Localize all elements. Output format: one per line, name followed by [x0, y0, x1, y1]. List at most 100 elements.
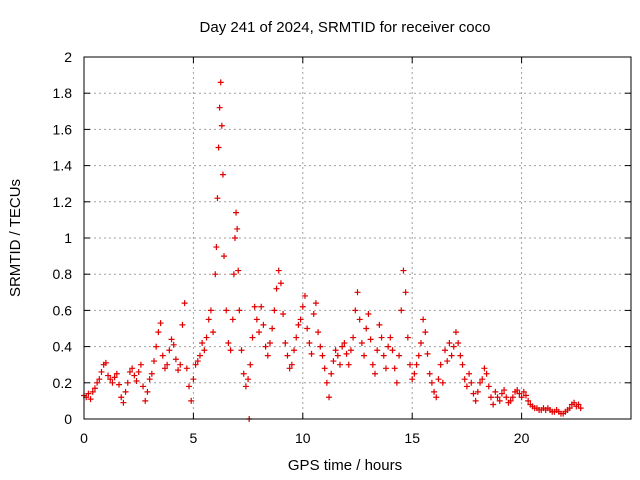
data-point — [205, 316, 212, 323]
data-point — [507, 397, 514, 404]
data-point — [522, 392, 529, 399]
data-point — [457, 352, 464, 359]
y-tick-label: 1.2 — [53, 194, 73, 210]
data-point — [271, 307, 278, 314]
data-point — [159, 352, 166, 359]
data-point — [196, 352, 203, 359]
data-point — [468, 379, 475, 386]
y-tick-label: 1 — [64, 230, 72, 246]
data-point — [277, 280, 284, 287]
data-point — [525, 397, 532, 404]
data-point — [194, 358, 201, 365]
data-point — [280, 311, 287, 318]
data-point — [229, 316, 236, 323]
data-point — [398, 307, 405, 314]
data-point — [161, 365, 168, 372]
data-point — [452, 329, 459, 336]
data-point — [409, 376, 416, 383]
data-point — [251, 303, 258, 310]
data-point — [295, 321, 302, 328]
data-point — [317, 343, 324, 350]
data-point — [175, 367, 182, 374]
data-point — [509, 394, 516, 401]
data-point — [142, 397, 149, 404]
data-point — [87, 396, 94, 403]
data-point — [107, 376, 114, 383]
axis-ticks — [83, 56, 631, 420]
x-tick-label: 0 — [80, 430, 88, 446]
data-point — [310, 311, 317, 318]
data-point — [256, 329, 263, 336]
data-point — [496, 397, 503, 404]
data-point — [304, 325, 311, 332]
data-point — [415, 352, 422, 359]
data-point — [428, 379, 435, 386]
y-tick-label: 0.4 — [53, 339, 73, 355]
data-point — [396, 352, 403, 359]
data-point — [179, 321, 186, 328]
data-point — [299, 303, 306, 310]
data-point — [501, 387, 508, 394]
data-point — [382, 365, 389, 372]
data-point — [435, 376, 442, 383]
data-point — [459, 361, 466, 368]
data-point — [323, 379, 330, 386]
data-point — [111, 374, 118, 381]
data-point — [444, 358, 451, 365]
data-point — [135, 368, 142, 375]
data-point — [234, 225, 241, 232]
data-point — [354, 289, 361, 296]
data-point — [240, 370, 247, 377]
data-point — [402, 289, 409, 296]
data-points — [81, 79, 584, 422]
data-point — [217, 79, 224, 86]
data-point — [242, 383, 249, 390]
data-point — [356, 316, 363, 323]
data-point — [301, 292, 308, 299]
data-point — [131, 372, 138, 379]
data-point — [455, 339, 462, 346]
chart-title: Day 241 of 2024, SRMTID for receiver coc… — [200, 19, 491, 36]
data-point — [378, 334, 385, 341]
data-point — [487, 394, 494, 401]
data-point — [321, 365, 328, 372]
data-point — [190, 376, 197, 383]
data-point — [413, 361, 420, 368]
data-point — [345, 361, 352, 368]
data-point — [96, 376, 103, 383]
data-point — [369, 361, 376, 368]
data-point — [216, 104, 223, 111]
data-point — [221, 253, 228, 260]
data-point — [284, 352, 291, 359]
data-point — [474, 388, 481, 395]
data-point — [332, 347, 339, 354]
data-point — [109, 379, 116, 386]
data-point — [164, 361, 171, 368]
data-point — [518, 394, 525, 401]
data-point — [249, 334, 256, 341]
x-axis-label: GPS time / hours — [288, 457, 402, 474]
data-point — [426, 370, 433, 377]
data-point — [192, 361, 199, 368]
y-tick-label: 0.8 — [53, 266, 73, 282]
data-point — [166, 347, 173, 354]
data-point — [129, 365, 136, 372]
data-point — [577, 405, 584, 412]
data-point — [336, 361, 343, 368]
data-point — [199, 339, 206, 346]
data-point — [146, 376, 153, 383]
data-point — [389, 347, 396, 354]
data-point — [293, 334, 300, 341]
data-point — [367, 336, 374, 343]
data-point — [372, 370, 379, 377]
data-point — [144, 388, 151, 395]
data-point — [492, 388, 499, 395]
data-point — [253, 316, 260, 323]
x-tick-label: 5 — [190, 430, 198, 446]
data-point — [442, 347, 449, 354]
data-point — [168, 336, 175, 343]
data-point — [477, 379, 484, 386]
data-point — [363, 325, 370, 332]
data-point — [490, 401, 497, 408]
data-point — [113, 370, 120, 377]
